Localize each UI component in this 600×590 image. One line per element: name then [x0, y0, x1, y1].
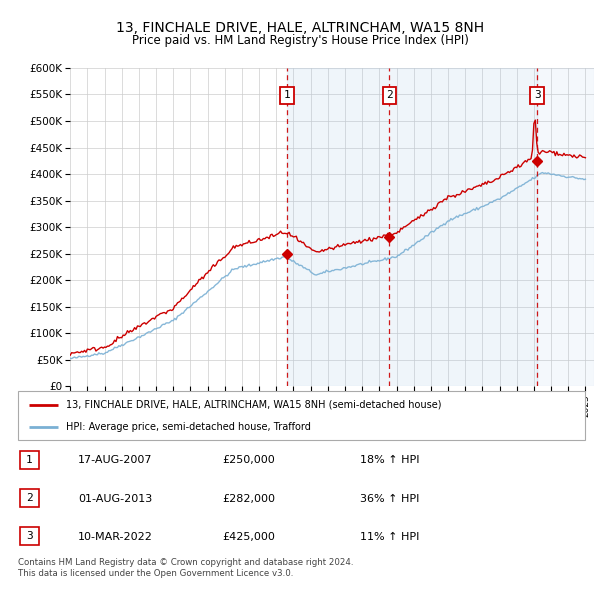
- Text: 2: 2: [26, 493, 33, 503]
- Text: 13, FINCHALE DRIVE, HALE, ALTRINCHAM, WA15 8NH (semi-detached house): 13, FINCHALE DRIVE, HALE, ALTRINCHAM, WA…: [66, 399, 442, 409]
- Text: £425,000: £425,000: [222, 532, 275, 542]
- Text: 10-MAR-2022: 10-MAR-2022: [78, 532, 153, 542]
- Text: 01-AUG-2013: 01-AUG-2013: [78, 494, 152, 503]
- Text: 1: 1: [26, 455, 33, 464]
- Text: 17-AUG-2007: 17-AUG-2007: [78, 455, 152, 465]
- Text: £250,000: £250,000: [222, 455, 275, 465]
- Text: Contains HM Land Registry data © Crown copyright and database right 2024.
This d: Contains HM Land Registry data © Crown c…: [18, 558, 353, 578]
- Text: 13, FINCHALE DRIVE, HALE, ALTRINCHAM, WA15 8NH: 13, FINCHALE DRIVE, HALE, ALTRINCHAM, WA…: [116, 21, 484, 35]
- Bar: [537, 68, 594, 386]
- Bar: [20, 527, 38, 545]
- Text: 11% ↑ HPI: 11% ↑ HPI: [360, 532, 419, 542]
- Text: 3: 3: [26, 532, 33, 541]
- Text: £282,000: £282,000: [222, 494, 275, 503]
- Bar: [20, 451, 38, 468]
- Bar: [20, 489, 38, 507]
- Bar: [287, 68, 537, 386]
- Text: 3: 3: [534, 90, 541, 100]
- Text: 18% ↑ HPI: 18% ↑ HPI: [360, 455, 419, 465]
- Text: 1: 1: [284, 90, 290, 100]
- Text: HPI: Average price, semi-detached house, Trafford: HPI: Average price, semi-detached house,…: [66, 422, 311, 432]
- Text: Price paid vs. HM Land Registry's House Price Index (HPI): Price paid vs. HM Land Registry's House …: [131, 34, 469, 47]
- Text: 36% ↑ HPI: 36% ↑ HPI: [360, 494, 419, 503]
- Text: 2: 2: [386, 90, 392, 100]
